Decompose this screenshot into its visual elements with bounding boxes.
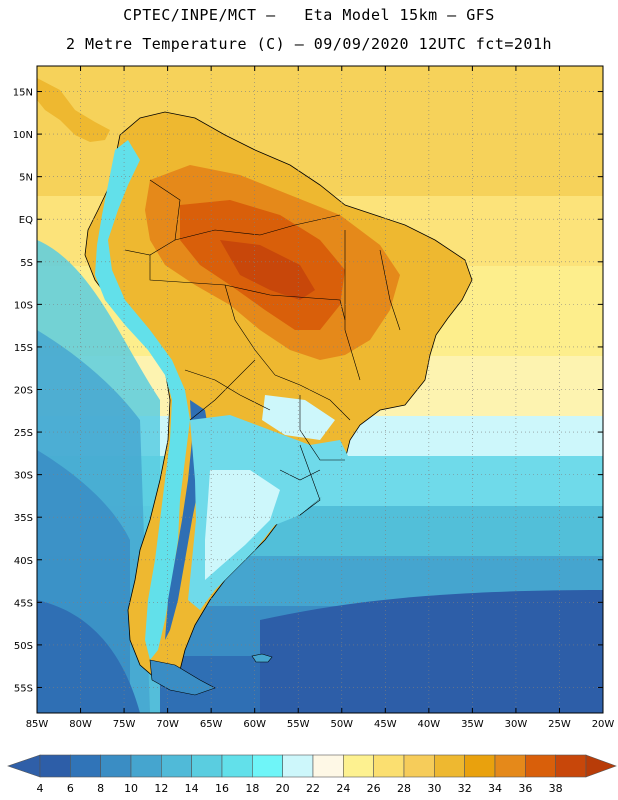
colorbar-label: 32 [458, 782, 472, 795]
country-borders [124, 179, 401, 516]
tierra-del-fuego [149, 659, 216, 696]
andes-cool-ridge [95, 140, 190, 660]
colorbar-bin [161, 754, 192, 778]
colorbar-above-arrow [585, 754, 617, 778]
colorbar-label: 28 [397, 782, 411, 795]
colorbar-bin [221, 754, 253, 778]
colorbar-label: 8 [97, 782, 104, 795]
lat-tick-label: 55S [14, 683, 33, 694]
colorbar-bin [252, 754, 283, 778]
colorbar-bin [403, 754, 435, 778]
lat-tick-label: 15S [14, 343, 33, 354]
colorbar-bin [70, 754, 101, 778]
falkland-islands [251, 653, 273, 663]
colorbar-bin [525, 754, 556, 778]
longitude-axis: 85W 80W 75W 70W 65W 60W 55W 50W 45W 40W 35W 30W 25W 2… [26, 66, 615, 730]
lat-tick-label: 50S [14, 641, 33, 652]
south-atlantic-cold-water [260, 590, 603, 713]
lat-tick-label: 5S [20, 258, 33, 269]
colorbar-label: 18 [245, 782, 259, 795]
central-america-land [37, 78, 110, 142]
colorbar: 4 6 8 10 12 14 16 18 20 22 24 26 28 30 32 34 36 38 [7, 754, 617, 795]
colorbar-bin [434, 754, 465, 778]
lat-tick-label: 40S [14, 556, 33, 567]
lat-tick-label: 20S [14, 386, 33, 397]
lon-tick-label: 30W [505, 719, 528, 730]
colorbar-bin [494, 754, 526, 778]
lat-tick-label: 15N [13, 88, 33, 99]
colorbar-label: 20 [276, 782, 290, 795]
lon-tick-label: 55W [287, 719, 310, 730]
pacific-southern-water [37, 600, 140, 713]
colorbar-bin [464, 754, 496, 778]
paraguay-mild-zone [262, 395, 335, 440]
lon-tick-label: 45W [374, 719, 397, 730]
lat-tick-label: 10S [14, 300, 33, 311]
colorbar-bin [312, 754, 344, 778]
colorbar-bin [100, 754, 132, 778]
colorbar-label: 26 [367, 782, 381, 795]
argentina-mild-zone [205, 470, 280, 580]
peak-temperature-region [220, 240, 315, 300]
colorbar-label: 6 [67, 782, 74, 795]
lon-tick-label: 75W [113, 719, 136, 730]
colorbar-below-arrow [7, 754, 41, 778]
lon-tick-label: 25W [548, 719, 571, 730]
lon-tick-label: 40W [418, 719, 441, 730]
lon-tick-label: 35W [461, 719, 484, 730]
colorbar-bin [343, 754, 374, 778]
latitude-axis: 15N 10N 5N EQ 5S 10S 15S 20S 25S 30S 35S 40S 45S 50S 5… [13, 88, 603, 694]
lon-tick-label: 60W [243, 719, 266, 730]
lon-tick-label: 80W [69, 719, 92, 730]
colorbar-bin [555, 754, 587, 778]
chart-title: CPTEC/INPE/MCT – Eta Model 15km – GFS [123, 6, 495, 24]
lat-tick-label: 10N [13, 130, 33, 141]
colorbar-label: 38 [549, 782, 563, 795]
colorbar-label: 34 [488, 782, 502, 795]
colorbar-bin [39, 754, 71, 778]
colorbar-label: 14 [185, 782, 199, 795]
colorbar-bin [282, 754, 314, 778]
colorbar-bin [130, 754, 162, 778]
lat-tick-label: 45S [14, 598, 33, 609]
colorbar-label: 22 [306, 782, 320, 795]
lat-tick-label: EQ [19, 215, 33, 226]
colorbar-label: 36 [518, 782, 532, 795]
colorbar-label: 10 [124, 782, 138, 795]
colorbar-label: 4 [37, 782, 44, 795]
lon-tick-label: 85W [26, 719, 49, 730]
colorbar-label: 16 [215, 782, 229, 795]
lon-tick-label: 20W [592, 719, 615, 730]
map-field [37, 66, 603, 713]
colorbar-label: 12 [154, 782, 168, 795]
lat-tick-label: 5N [19, 173, 33, 184]
colorbar-label: 30 [427, 782, 441, 795]
colorbar-bin [373, 754, 405, 778]
lat-tick-label: 25S [14, 428, 33, 439]
lon-tick-label: 70W [156, 719, 179, 730]
lat-tick-label: 30S [14, 471, 33, 482]
lon-tick-label: 65W [200, 719, 223, 730]
colorbar-label: 24 [336, 782, 350, 795]
lat-tick-label: 35S [14, 513, 33, 524]
lon-tick-label: 50W [330, 719, 353, 730]
chart-subtitle: 2 Metre Temperature (C) – 09/09/2020 12U… [65, 35, 553, 53]
colorbar-bin [191, 754, 223, 778]
